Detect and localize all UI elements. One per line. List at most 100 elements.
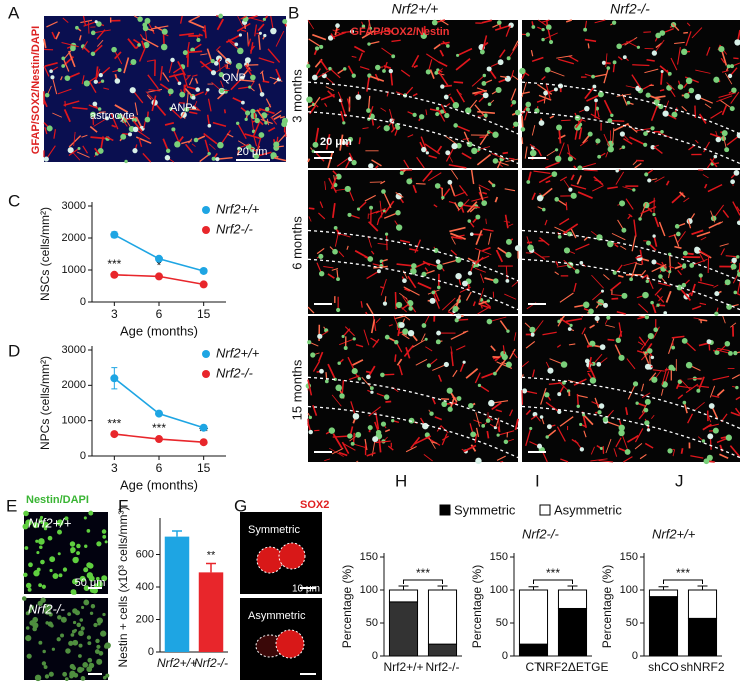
nucleus xyxy=(210,59,215,64)
nucleus xyxy=(355,431,362,438)
nucleus xyxy=(525,32,531,37)
nucleus xyxy=(369,205,374,210)
process xyxy=(441,435,449,441)
nucleus xyxy=(644,314,650,320)
process xyxy=(575,243,590,251)
nucleus xyxy=(191,95,196,100)
nucleus xyxy=(93,622,98,628)
nucleus xyxy=(643,142,648,147)
process xyxy=(68,50,76,68)
nucleus xyxy=(554,197,559,202)
process xyxy=(142,37,159,48)
nucleus xyxy=(547,367,554,374)
process xyxy=(721,104,728,116)
process xyxy=(93,117,108,127)
process xyxy=(110,112,119,130)
nucleus xyxy=(96,644,101,649)
legend-marker xyxy=(202,350,210,358)
process xyxy=(127,38,137,49)
nucleus xyxy=(68,640,74,646)
process xyxy=(332,29,341,35)
micrograph xyxy=(307,169,521,315)
process xyxy=(220,80,224,88)
process xyxy=(78,35,82,41)
process xyxy=(346,98,351,108)
nucleus xyxy=(486,318,493,325)
nucleus xyxy=(38,583,43,588)
nucleus xyxy=(721,130,728,137)
process xyxy=(533,170,551,174)
process xyxy=(192,74,198,77)
nucleus xyxy=(487,102,492,107)
process xyxy=(105,136,114,142)
nucleus xyxy=(503,439,509,445)
nucleus xyxy=(90,604,96,609)
process xyxy=(545,180,551,184)
process xyxy=(710,210,716,223)
process xyxy=(111,124,117,128)
nucleus xyxy=(83,516,87,520)
process xyxy=(455,345,466,351)
nucleus xyxy=(556,124,563,131)
process xyxy=(731,374,740,380)
nucleus xyxy=(399,170,404,176)
process xyxy=(699,302,707,306)
nucleus xyxy=(683,92,690,99)
process xyxy=(677,385,692,389)
nucleus xyxy=(584,105,590,112)
process xyxy=(732,201,740,216)
process xyxy=(716,95,733,103)
chart: 0 200 400 600 Nestin + cells (x10³ cells/mm³… xyxy=(116,506,228,670)
nucleus xyxy=(104,540,108,544)
nucleus xyxy=(218,72,224,78)
process xyxy=(671,335,685,339)
process xyxy=(558,58,575,65)
process xyxy=(694,401,705,411)
nucleus xyxy=(258,132,265,138)
process xyxy=(370,250,375,255)
process xyxy=(557,315,565,327)
process xyxy=(394,315,405,320)
process xyxy=(615,171,625,185)
process xyxy=(404,315,411,321)
process xyxy=(703,141,711,153)
micrograph xyxy=(21,596,111,682)
nucleus xyxy=(651,259,657,265)
process xyxy=(480,304,483,309)
process xyxy=(437,374,443,382)
process xyxy=(402,296,412,309)
nucleus xyxy=(668,364,675,371)
row-label: 15 months xyxy=(289,359,304,420)
process xyxy=(338,451,348,457)
bar-segment xyxy=(557,589,588,609)
nucleus xyxy=(426,363,432,368)
nucleus xyxy=(335,384,342,392)
nucleus xyxy=(569,323,573,327)
process xyxy=(521,91,530,95)
nucleus xyxy=(380,421,387,427)
process xyxy=(673,234,680,247)
process xyxy=(546,429,557,438)
process xyxy=(362,127,369,130)
nucleus xyxy=(542,207,546,212)
process xyxy=(151,25,169,30)
nucleus xyxy=(60,633,65,638)
y-axis-label: Percentage (%) xyxy=(470,565,484,648)
nucleus xyxy=(619,200,626,207)
nucleus xyxy=(375,64,381,71)
nucleus xyxy=(525,101,532,108)
process xyxy=(466,201,478,213)
nucleus xyxy=(124,159,128,164)
process xyxy=(502,151,509,155)
nucleus xyxy=(621,227,627,233)
scale-label: 10 μm xyxy=(292,584,320,595)
process xyxy=(318,351,324,362)
nucleus xyxy=(730,179,735,185)
nucleus xyxy=(579,422,583,427)
y-axis-label: NPCs (cells/mm²) xyxy=(38,356,52,450)
process xyxy=(590,458,608,462)
nucleus xyxy=(44,92,50,98)
nucleus xyxy=(544,392,550,398)
nucleus xyxy=(592,84,597,89)
process xyxy=(530,49,534,57)
